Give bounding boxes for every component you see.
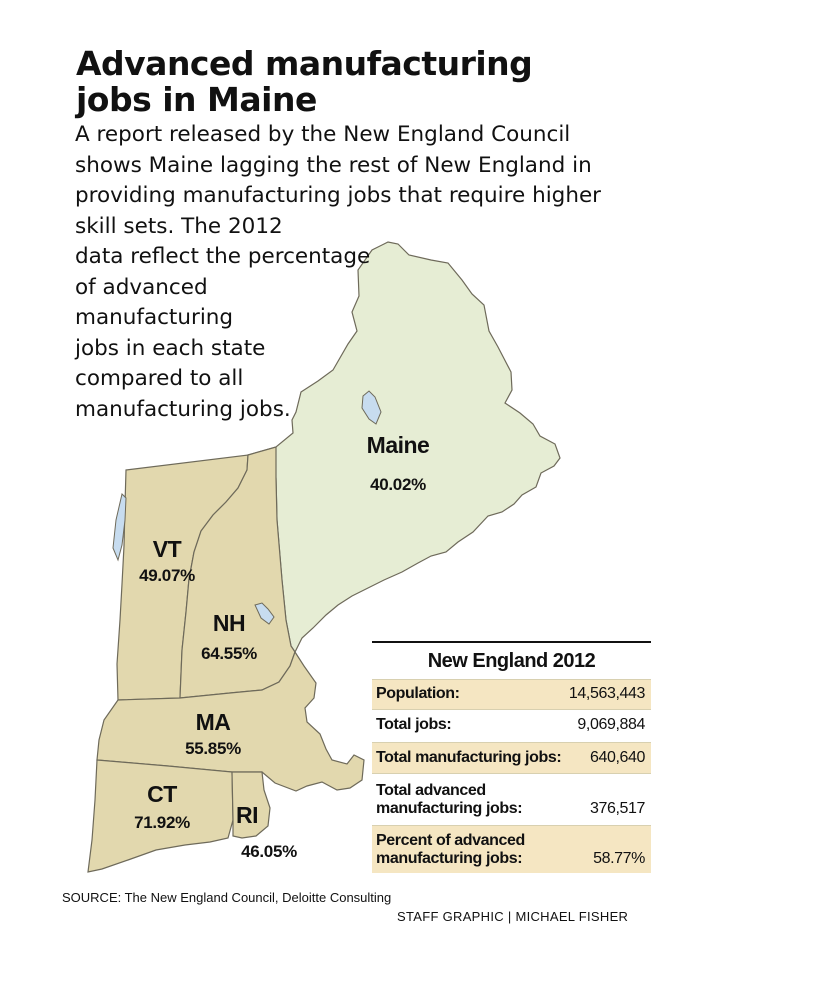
state-name: Maine xyxy=(366,432,430,458)
state-name: MA xyxy=(195,709,231,735)
intro-line: data reflect the percentage xyxy=(75,244,371,269)
page-title: Advanced manufacturing jobs in Maine xyxy=(76,44,533,119)
state-percent: 46.05% xyxy=(241,842,297,861)
state-label-ri: RI xyxy=(236,802,259,828)
stat-row-manufacturing-jobs: Total manufacturing jobs: 640,640 xyxy=(372,742,651,773)
intro-line: providing manufacturing jobs that requir… xyxy=(75,183,602,208)
state-name: CT xyxy=(147,781,177,807)
state-percent: 64.55% xyxy=(201,644,257,663)
stat-label-line: manufacturing jobs: xyxy=(376,800,523,817)
state-name: VT xyxy=(152,536,182,562)
rhode-island-shape xyxy=(231,771,271,839)
stat-label: Population: xyxy=(376,685,460,702)
lake xyxy=(361,390,382,425)
lake xyxy=(254,602,275,625)
stat-label-line: Percent of advanced xyxy=(376,832,525,849)
stat-value: 640,640 xyxy=(589,749,645,766)
state-label-ma: MA 55.85% xyxy=(185,709,241,758)
state-name: RI xyxy=(236,802,259,828)
stat-value: 14,563,443 xyxy=(568,685,645,702)
intro-line: manufacturing jobs. xyxy=(75,396,291,422)
lake xyxy=(112,493,127,562)
stat-label: Total manufacturing jobs: xyxy=(376,749,562,766)
state-label-ri-percent: 46.05% xyxy=(241,843,297,860)
stat-value: 9,069,884 xyxy=(577,716,645,733)
intro-line: jobs in each state xyxy=(75,335,266,361)
graphic-credit: STAFF GRAPHIC | MICHAEL FISHER xyxy=(397,909,629,924)
stat-value: 58.77% xyxy=(593,850,645,867)
state-name: NH xyxy=(212,610,246,636)
stat-row-total-jobs: Total jobs: 9,069,884 xyxy=(372,709,651,742)
stat-value: 376,517 xyxy=(589,800,645,817)
intro-line: compared to all xyxy=(75,366,244,391)
stat-label: Total jobs: xyxy=(376,716,452,733)
stat-row-percent-advanced: Percent of advanced manufacturing jobs: … xyxy=(372,825,651,873)
state-label-nh: NH 64.55% xyxy=(201,610,257,663)
panel-rule xyxy=(372,641,651,643)
state-label-ct: CT 71.92% xyxy=(134,781,190,832)
stat-row-population: Population: 14,563,443 xyxy=(372,679,651,709)
state-percent: 71.92% xyxy=(134,813,190,832)
state-label-maine: Maine 40.02% xyxy=(366,432,430,494)
stat-label: Percent of advanced manufacturing jobs: xyxy=(376,832,525,868)
panel-title: New England 2012 xyxy=(427,650,596,672)
new-england-stats-panel: New England 2012 Population: 14,563,443 … xyxy=(372,641,651,873)
maine-shape xyxy=(246,241,561,654)
intro-line: skill sets. The 2012 xyxy=(75,213,283,239)
stat-label-line: manufacturing jobs: xyxy=(376,850,523,867)
intro-line: A report released by the New England Cou… xyxy=(75,122,571,147)
stat-label-line: Total advanced xyxy=(376,782,486,799)
state-percent: 49.07% xyxy=(139,566,195,585)
intro-line: shows Maine lagging the rest of New Engl… xyxy=(75,152,592,178)
source-note: SOURCE: The New England Council, Deloitt… xyxy=(62,890,392,905)
state-label-vt: VT 49.07% xyxy=(139,536,195,585)
intro-line: of advanced xyxy=(75,274,208,300)
state-percent: 40.02% xyxy=(370,475,426,494)
state-percent: 55.85% xyxy=(185,739,241,758)
intro-text: A report released by the New England Cou… xyxy=(75,120,601,425)
stat-label: Total advanced manufacturing jobs: xyxy=(376,782,523,818)
intro-line: manufacturing xyxy=(75,305,234,330)
stat-row-advanced-jobs: Total advanced manufacturing jobs: 376,5… xyxy=(372,773,651,825)
